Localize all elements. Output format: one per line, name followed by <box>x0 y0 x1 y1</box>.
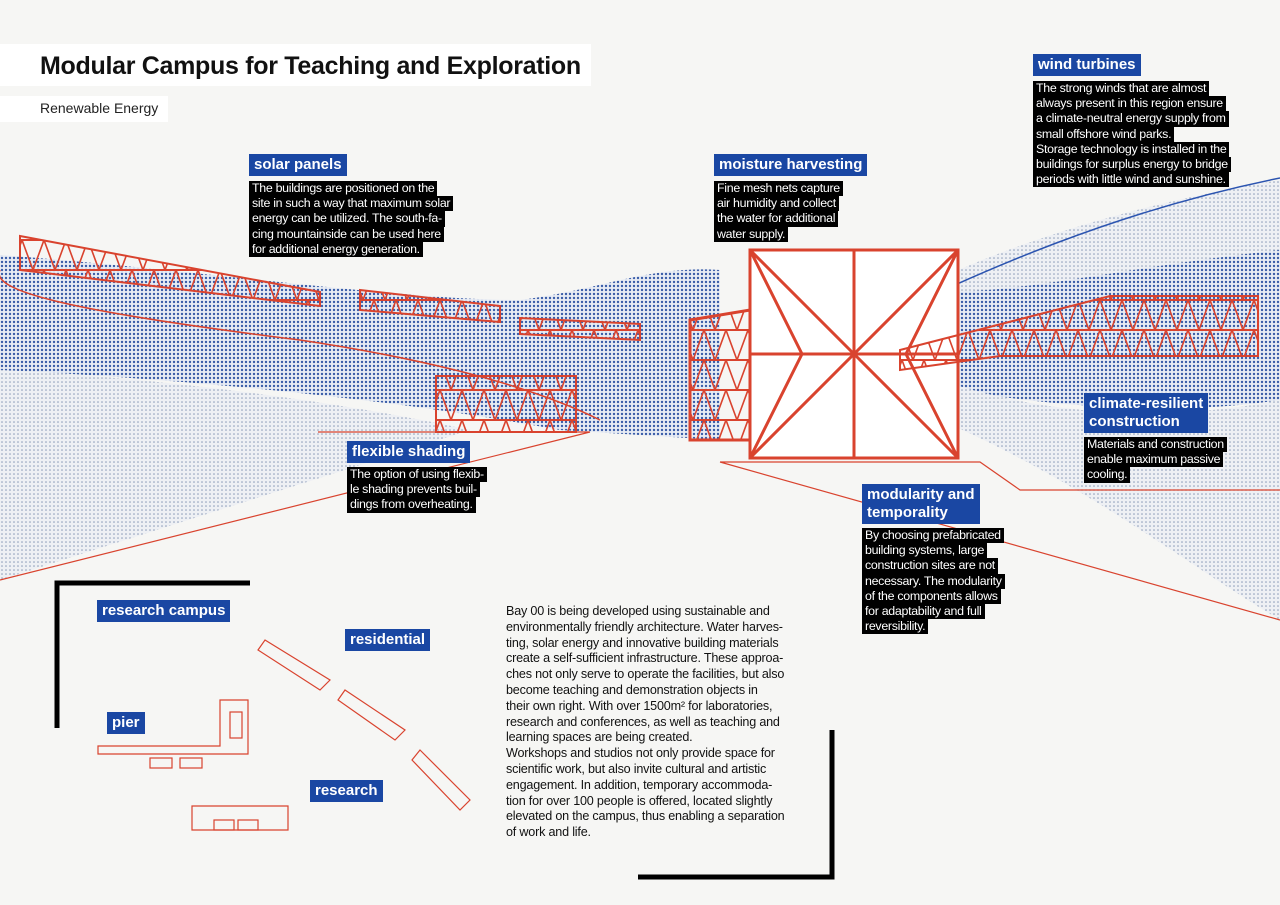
text-line: small offshore wind parks. <box>1033 126 1175 142</box>
text-line: air humidity and collect <box>714 196 839 212</box>
description-line: create a self-sufficient infrastructure.… <box>506 651 784 666</box>
description-line: ches not only serve to operate the facil… <box>506 667 785 682</box>
label-line: modularity and <box>867 486 975 503</box>
text-line: buildings for surplus energy to bridge <box>1033 157 1231 173</box>
right-truss-bridge <box>899 295 1259 372</box>
label-line: construction <box>1089 413 1180 430</box>
text-line: cing mountainside can be used here <box>249 226 444 242</box>
text-line: By choosing prefabricated <box>862 528 1004 544</box>
label-line: temporality <box>867 504 948 521</box>
label-moisture-harvesting: moisture harvesting <box>714 154 868 176</box>
text-wind-turbines: The strong winds that are almost always p… <box>1033 81 1231 188</box>
plan-label-residential: residential <box>345 629 431 651</box>
label-solar-panels: solar panels <box>249 154 347 176</box>
plan-label-research: research <box>310 780 383 802</box>
plan-label-pier: pier <box>107 712 145 734</box>
text-line: a climate-neutral energy supply from <box>1033 111 1229 127</box>
description-line: become teaching and demonstration object… <box>506 682 758 697</box>
text-line: Fine mesh nets capture <box>714 181 843 197</box>
text-moisture-harvesting: Fine mesh nets capture air humidity and c… <box>714 181 843 242</box>
text-line: always present in this region ensure <box>1033 96 1226 112</box>
text-line: reversibility. <box>862 619 929 635</box>
description-line: tion for over 100 people is offered, loc… <box>506 793 773 808</box>
shading-building <box>435 375 577 433</box>
description-line: their own right. With over 1500m² for la… <box>506 698 773 713</box>
text-line: periods with little wind and sunshine. <box>1033 172 1229 188</box>
text-modularity: By choosing prefabricated building system… <box>862 528 1005 635</box>
plan-frame-right <box>638 730 835 880</box>
text-line: for adaptability and full <box>862 604 985 620</box>
description-line: engagement. In addition, temporary accom… <box>506 777 773 792</box>
text-line: The option of using flexib- <box>347 467 487 483</box>
text-line: le shading prevents buil- <box>347 482 480 498</box>
text-line: dings from overheating. <box>347 497 476 513</box>
label-modularity: modularity and temporality <box>862 484 980 524</box>
left-foreground <box>0 370 470 580</box>
text-line: cooling. <box>1084 467 1131 483</box>
page-title: Modular Campus for Teaching and Explorat… <box>40 52 581 80</box>
text-line: Materials and construction <box>1084 437 1227 453</box>
text-line: site in such a way that maximum solar <box>249 196 454 212</box>
text-line: the water for additional <box>714 211 839 227</box>
text-solar-panels: The buildings are positioned on the site … <box>249 181 454 258</box>
description-line: research and conferences, as well as tea… <box>506 714 780 729</box>
solar-buildings <box>19 234 641 342</box>
description-line: Bay 00 is being developed using sustaina… <box>506 604 770 618</box>
text-climate-resilient: Materials and construction enable maximum… <box>1084 437 1227 483</box>
text-line: for additional energy generation. <box>249 241 423 258</box>
plan-label-research-campus: research campus <box>97 600 231 622</box>
description-line: of work and life. <box>506 825 591 840</box>
text-line: building systems, large <box>862 543 988 559</box>
text-line: necessary. The modularity <box>862 573 1005 589</box>
description-line: Workshops and studios not only provide s… <box>506 746 775 761</box>
plan-frame-left <box>54 580 250 728</box>
label-wind-turbines: wind turbines <box>1033 54 1141 76</box>
description-text: Bay 00 is being developed using sustaina… <box>506 604 785 841</box>
text-line: water supply. <box>714 226 789 242</box>
label-flexible-shading: flexible shading <box>347 441 471 463</box>
label-line: climate-resilient <box>1089 395 1204 412</box>
text-line: energy can be utilized. The south-fa- <box>249 211 445 227</box>
description-line: scientific work, but also invite cultura… <box>506 761 767 776</box>
description-line: ting, solar energy and innovative buildi… <box>506 635 779 650</box>
text-line: The buildings are positioned on the <box>249 181 438 197</box>
description-line: environmentally friendly architecture. W… <box>506 619 783 634</box>
text-line: of the components allows <box>862 588 1001 605</box>
text-line: Storage technology is installed in the <box>1033 141 1230 158</box>
title-box: Modular Campus for Teaching and Explorat… <box>0 44 591 86</box>
description-line: elevated on the campus, thus enabling a … <box>506 809 785 824</box>
site-plan-drawing <box>97 639 471 831</box>
description-line: learning spaces are being created. <box>506 730 693 745</box>
text-line: enable maximum passive <box>1084 452 1224 468</box>
page-subtitle: Renewable Energy <box>0 96 169 122</box>
text-line: construction sites are not <box>862 558 998 574</box>
label-climate-resilient: climate-resilient construction <box>1084 393 1209 433</box>
text-line: The strong winds that are almost <box>1033 81 1210 97</box>
text-flexible-shading: The option of using flexib-le shading pr… <box>347 467 487 513</box>
